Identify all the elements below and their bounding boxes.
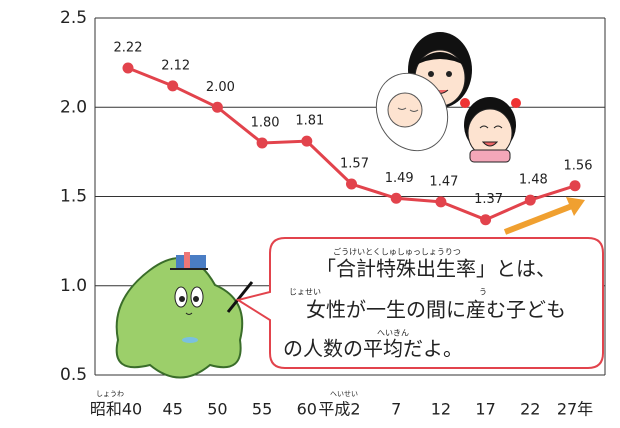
annotation-line: 「合計特殊出生率」とは、 <box>316 257 556 281</box>
data-point <box>390 192 402 204</box>
x-tick-label: 60 <box>297 400 317 419</box>
annotation-line: 女性が一生の間に産む子ども <box>306 298 566 322</box>
trend-arrow <box>503 197 585 235</box>
annotation-line: の人数の平均だよ。 <box>283 337 463 361</box>
data-label: 2.00 <box>206 80 235 95</box>
y-tick-label: 1.5 <box>60 187 87 207</box>
x-ruby: しょうわ <box>96 390 124 398</box>
x-tick-label: 7 <box>391 400 401 419</box>
data-label: 1.49 <box>385 171 414 186</box>
x-tick-label: 12 <box>431 400 451 419</box>
annotation-ruby: う <box>479 288 487 297</box>
annotation-ruby: へいきん <box>377 329 409 338</box>
data-point <box>346 178 357 190</box>
x-tick-label: 22 <box>520 400 540 419</box>
y-tick-label: 1.0 <box>60 276 87 296</box>
x-tick-label: 50 <box>207 400 227 419</box>
data-point <box>524 194 536 206</box>
data-label: 1.80 <box>251 115 280 130</box>
data-point <box>122 62 134 74</box>
data-label: 1.81 <box>295 114 324 129</box>
x-tick-label: 昭和40 <box>90 400 142 419</box>
data-point <box>211 101 223 113</box>
x-tick-label: 27年 <box>557 400 593 419</box>
data-point <box>569 180 581 192</box>
data-point <box>435 196 447 208</box>
data-label: 1.57 <box>340 157 369 172</box>
y-tick-label: 0.5 <box>60 365 87 385</box>
data-label: 1.56 <box>564 158 593 173</box>
data-label: 2.12 <box>161 58 190 73</box>
data-label: 2.22 <box>114 40 143 55</box>
annotation-ruby: じょせい <box>289 288 321 297</box>
illustration-character <box>115 252 254 379</box>
y-tick-label: 2.5 <box>60 8 87 28</box>
data-point <box>256 137 268 149</box>
data-point <box>480 214 492 226</box>
x-tick-label: 平成2 <box>318 400 360 419</box>
x-tick-label: 55 <box>252 400 272 419</box>
data-point <box>301 135 313 147</box>
speech-bubble <box>235 237 604 369</box>
data-label: 1.48 <box>519 173 548 188</box>
x-tick-label: 45 <box>163 400 183 419</box>
x-tick-label: 17 <box>475 400 495 419</box>
y-tick-label: 2.0 <box>60 97 87 117</box>
illustration-family <box>375 32 521 163</box>
data-label: 1.47 <box>429 174 458 189</box>
annotation-ruby: ごうけいとくしゅしゅっしょうりつ <box>333 247 461 257</box>
x-ruby: へいせい <box>330 390 358 398</box>
data-point <box>167 80 179 92</box>
data-label: 1.37 <box>474 192 503 207</box>
